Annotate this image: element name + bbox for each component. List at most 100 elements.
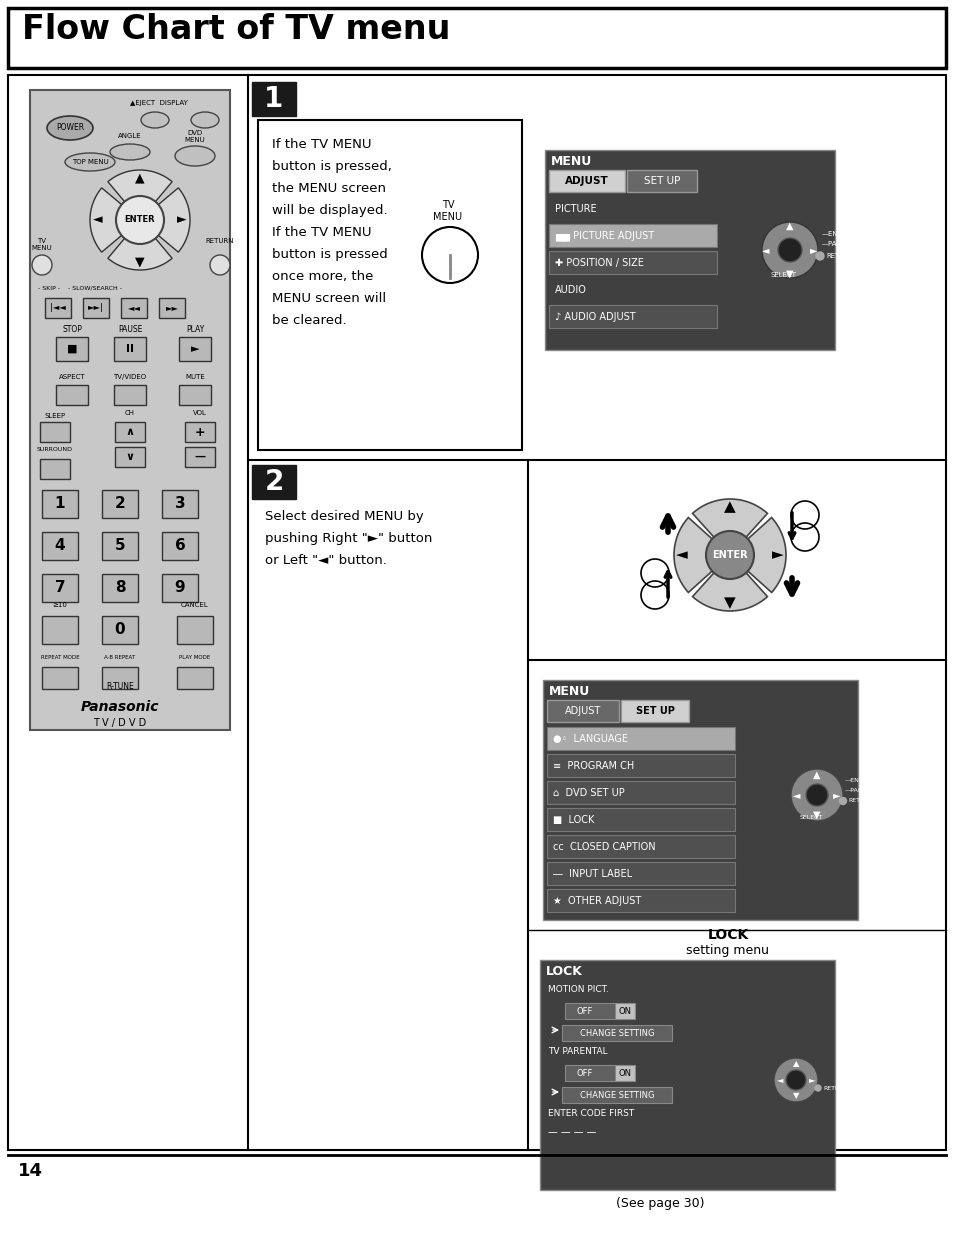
Text: MENU: MENU	[551, 156, 592, 168]
Text: ▆▆ PICTURE ADJUST: ▆▆ PICTURE ADJUST	[555, 231, 654, 241]
Text: +: +	[194, 426, 205, 438]
Bar	[548, 251, 717, 274]
Text: 5: 5	[114, 538, 125, 553]
Bar	[615, 1003, 635, 1019]
Text: SET UP: SET UP	[643, 177, 679, 186]
Text: ◄◄: ◄◄	[128, 304, 140, 312]
Text: VOL: VOL	[193, 410, 207, 416]
Text: ASPECT: ASPECT	[59, 374, 85, 380]
Bar	[121, 298, 147, 317]
Text: ∨: ∨	[126, 452, 134, 462]
Bar	[539, 960, 834, 1191]
Text: MOTION PICT.: MOTION PICT.	[547, 986, 608, 994]
Text: If the TV MENU: If the TV MENU	[272, 226, 371, 240]
Bar	[548, 305, 717, 329]
Text: ▲: ▲	[785, 221, 793, 231]
Text: ▼: ▼	[723, 595, 735, 610]
Bar	[162, 532, 198, 559]
Text: ▲EJECT  DISPLAY: ▲EJECT DISPLAY	[130, 100, 188, 106]
Bar	[102, 574, 138, 601]
Text: 9: 9	[174, 580, 185, 595]
Text: button is pressed: button is pressed	[272, 248, 387, 261]
Bar	[102, 616, 138, 643]
Bar	[162, 490, 198, 517]
Text: ■: ■	[67, 345, 77, 354]
Text: ►: ►	[191, 345, 199, 354]
Text: 2: 2	[264, 468, 283, 496]
Text: ◄: ◄	[776, 1076, 782, 1084]
Text: STOP: STOP	[62, 325, 82, 333]
Text: —: —	[194, 452, 205, 462]
Bar	[45, 298, 71, 317]
Text: SELECT: SELECT	[770, 272, 796, 278]
Circle shape	[815, 252, 823, 261]
Text: ■  LOCK: ■ LOCK	[553, 815, 594, 825]
Text: SELECT: SELECT	[799, 815, 821, 820]
Bar	[177, 667, 213, 689]
Text: CH: CH	[125, 410, 135, 416]
Ellipse shape	[110, 144, 150, 161]
Text: ADJUST: ADJUST	[564, 177, 608, 186]
Circle shape	[116, 196, 164, 245]
Text: REPEAT MODE: REPEAT MODE	[41, 655, 79, 659]
Text: —ENTER: —ENTER	[821, 231, 851, 237]
Text: ANGLE: ANGLE	[118, 133, 142, 140]
Bar	[177, 616, 213, 643]
Circle shape	[785, 1070, 805, 1091]
Ellipse shape	[65, 153, 115, 170]
Bar	[626, 170, 697, 191]
Wedge shape	[108, 220, 172, 270]
Text: OFF: OFF	[577, 1068, 593, 1077]
Ellipse shape	[141, 112, 169, 128]
Bar	[546, 700, 618, 722]
Text: TV/VIDEO: TV/VIDEO	[113, 374, 147, 380]
Circle shape	[32, 254, 52, 275]
Text: PLAY MODE: PLAY MODE	[179, 655, 211, 659]
Text: ◄: ◄	[93, 214, 103, 226]
Bar	[546, 808, 734, 831]
Text: 6: 6	[174, 538, 185, 553]
Text: —PAGE: —PAGE	[844, 788, 866, 794]
Text: ◄: ◄	[761, 245, 769, 254]
Bar	[546, 835, 734, 858]
Bar	[40, 422, 70, 442]
Text: Flow Chart of TV menu: Flow Chart of TV menu	[22, 14, 450, 46]
Bar	[159, 298, 185, 317]
Bar	[42, 574, 78, 601]
Circle shape	[773, 1058, 817, 1102]
Bar	[42, 490, 78, 517]
Bar	[542, 680, 857, 920]
Bar	[179, 337, 211, 361]
Bar	[257, 120, 521, 450]
Text: ⌂  DVD SET UP: ⌂ DVD SET UP	[553, 788, 624, 798]
Text: ►►|: ►►|	[88, 304, 104, 312]
Bar	[113, 385, 146, 405]
Bar	[42, 532, 78, 559]
Text: ▲: ▲	[792, 1060, 799, 1068]
Wedge shape	[692, 555, 766, 611]
Bar	[56, 337, 88, 361]
Ellipse shape	[174, 146, 214, 165]
Text: ―  INPUT LABEL: ― INPUT LABEL	[553, 869, 632, 879]
Text: ▲: ▲	[723, 499, 735, 515]
Bar	[83, 298, 109, 317]
Text: 0: 0	[114, 622, 125, 637]
Text: — — — —: — — — —	[547, 1128, 596, 1137]
Text: DVD
MENU: DVD MENU	[185, 130, 205, 143]
Bar	[546, 781, 734, 804]
Bar	[561, 1087, 671, 1103]
Circle shape	[814, 1086, 821, 1091]
Text: ●◦  LANGUAGE: ●◦ LANGUAGE	[553, 734, 627, 743]
Text: SET UP: SET UP	[635, 706, 674, 716]
Text: POWER: POWER	[56, 124, 84, 132]
Text: 1: 1	[264, 85, 283, 112]
Text: - SKIP -    - SLOW/SEARCH -: - SKIP - - SLOW/SEARCH -	[38, 285, 122, 290]
Bar	[115, 422, 145, 442]
Text: TV PARENTAL: TV PARENTAL	[547, 1047, 607, 1056]
Text: MUTE: MUTE	[185, 374, 205, 380]
Text: RETURN: RETURN	[825, 253, 854, 259]
Bar	[546, 727, 734, 750]
Text: SLEEP: SLEEP	[45, 412, 66, 419]
Ellipse shape	[47, 116, 92, 140]
Text: ON: ON	[618, 1068, 631, 1077]
